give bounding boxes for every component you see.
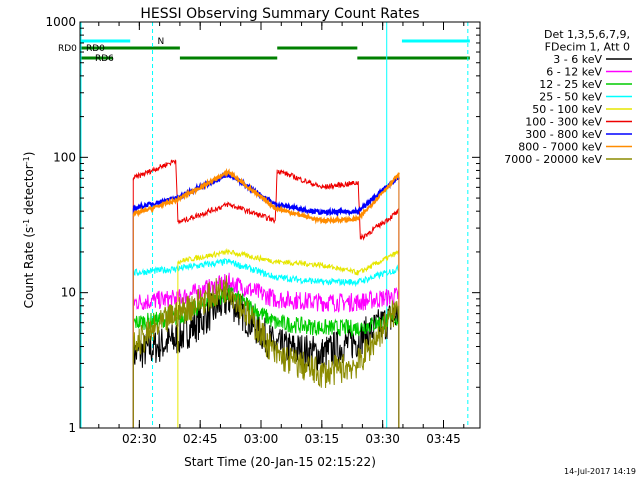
series-line-3-6keV	[132, 282, 400, 374]
x-axis-label: Start Time (20-Jan-15 02:15:22)	[184, 455, 376, 469]
y-tick-label: 1	[68, 421, 76, 435]
x-tick-label: 03:15	[305, 432, 340, 446]
legend-entry-label: 6 - 12 keV	[546, 66, 602, 79]
legend-entry-label: 800 - 7000 keV	[518, 141, 602, 154]
flag-label-rd0-left: RD0	[58, 44, 77, 54]
flag-label-n: N	[158, 37, 165, 47]
legend-entry-label: 12 - 25 keV	[539, 78, 602, 91]
y-axis-label: Count Rate (s-1 detector-1)	[22, 152, 37, 309]
series-line-50-100keV	[177, 247, 400, 276]
x-tick-label: 02:45	[183, 432, 218, 446]
plot-frame	[79, 21, 481, 429]
legend: Det 1,3,5,6,7,9,FDecim 1, Att 03 - 6 keV…	[504, 28, 632, 166]
legend-header: Det 1,3,5,6,7,9,	[544, 28, 630, 41]
x-tick-label: 02:30	[122, 432, 157, 446]
x-tick-label: 03:30	[365, 432, 400, 446]
y-tick-label: 100	[53, 150, 76, 164]
x-tick-label: 03:00	[244, 432, 279, 446]
y-tick-label: 10	[61, 286, 76, 300]
series-line-7000-20000keV	[132, 275, 400, 389]
legend-entry-label: 300 - 800 keV	[525, 128, 602, 141]
chart-title: HESSI Observing Summary Count Rates	[140, 6, 419, 22]
legend-entry-label: 7000 - 20000 keV	[504, 153, 602, 166]
legend-header: FDecim 1, Att 0	[545, 41, 630, 54]
axes: RD0 02:30 02:45 03:00 03:15 03:30 03:45 1 10 100 1…	[45, 15, 481, 446]
flag-label-rd0: RD0	[86, 44, 105, 54]
legend-entry-label: 100 - 300 keV	[525, 116, 602, 129]
flag-label-rd6: RD6	[95, 54, 114, 64]
legend-entry-label: 25 - 50 keV	[539, 91, 602, 104]
series-line-800-7000keV	[132, 167, 400, 225]
y-tick-label: 1000	[45, 15, 76, 29]
footer-date: 14-Jul-2017 14:19	[564, 467, 636, 476]
legend-entry-label: 50 - 100 keV	[532, 103, 602, 116]
series-line-100-300keV	[132, 159, 400, 241]
legend-entry-label: 3 - 6 keV	[553, 53, 602, 66]
x-tick-label: 03:45	[426, 432, 461, 446]
